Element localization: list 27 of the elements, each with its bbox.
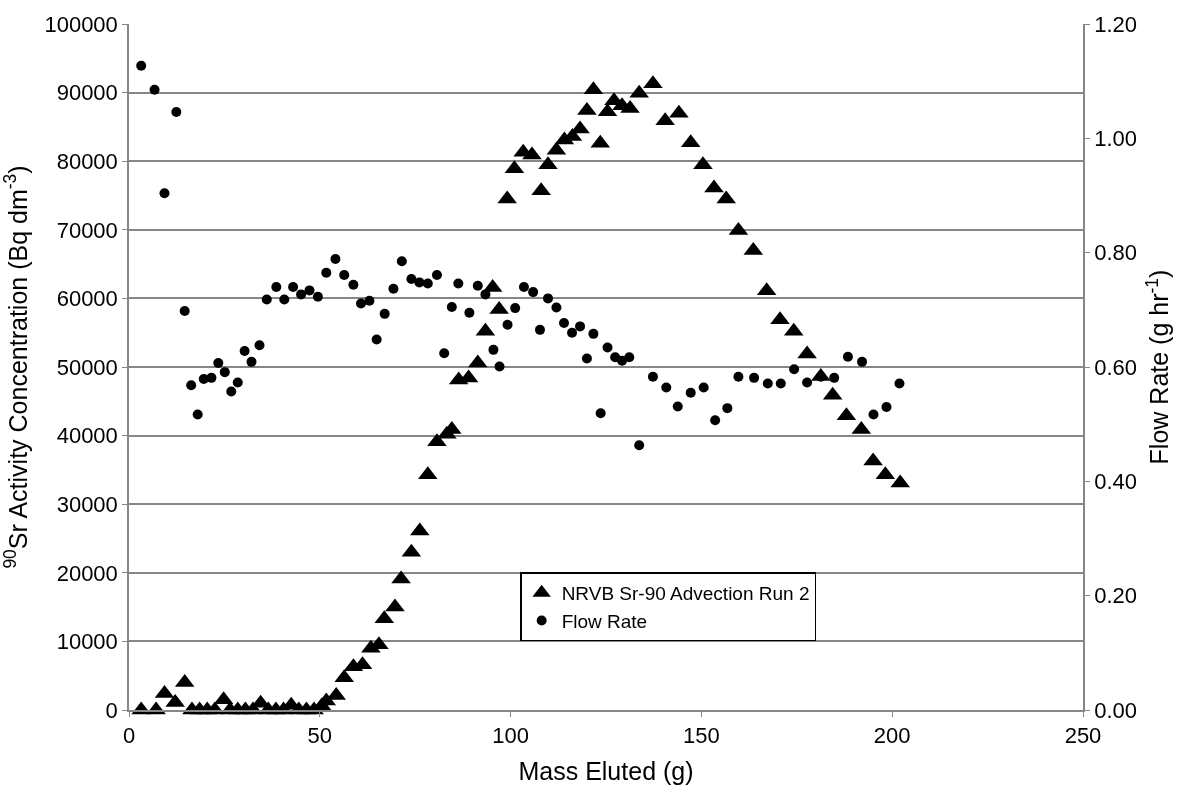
legend-label: Flow Rate [561,610,648,632]
y-tick-label: 60000 [56,286,118,312]
x-tick-label: 50 [307,723,333,749]
x-tick-label: 100 [492,723,529,749]
legend-label: NRVB Sr-90 Advection Run 2 [561,583,810,605]
y2-tick-label: 0.20 [1094,583,1137,609]
x-tick-label: 200 [873,723,911,749]
y2-tick-label: 1.20 [1094,11,1137,37]
x-axis-title: Mass Eluted (g) [518,756,694,785]
y-tick-label: 80000 [56,148,118,174]
x-tick-label: 0 [122,723,136,749]
y-tick-label: 0 [105,697,118,723]
y-tick-label: 20000 [56,560,118,586]
y-tick-label: 90000 [56,80,118,106]
y-tick-label: 10000 [56,629,118,655]
y2-tick-label: 0.00 [1094,697,1137,723]
y-tick-label: 50000 [56,354,118,380]
x-tick-label: 250 [1064,723,1102,749]
y-tick-label: 30000 [56,491,118,517]
y2-tick-label: 1.00 [1094,126,1137,152]
y2-tick-label: 0.60 [1094,354,1137,380]
x-tick-label: 150 [683,723,720,749]
y2-tick-label: 0.40 [1094,469,1137,495]
y-tick-label: 70000 [56,217,118,243]
y-tick-label: 100000 [44,11,118,37]
y-tick-label: 40000 [56,423,118,449]
y2-tick-label: 0.80 [1094,240,1137,266]
